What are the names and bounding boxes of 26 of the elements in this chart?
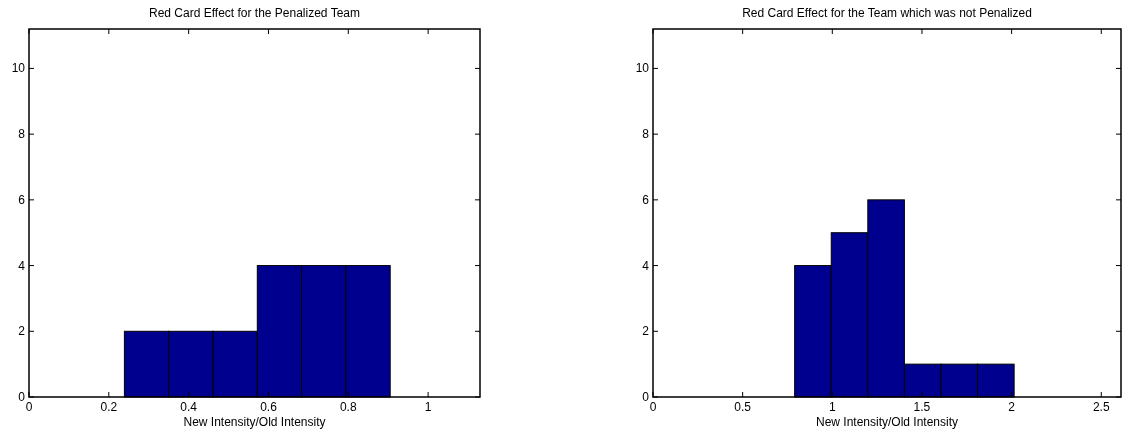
x-tick-label: 0.8 [339, 400, 357, 414]
y-tick-label: 6 [642, 192, 650, 207]
x-tick-label: 1 [424, 400, 432, 414]
y-tick-label: 4 [18, 258, 26, 273]
y-tick-label: 0 [642, 390, 650, 404]
y-tick-label: 10 [635, 61, 650, 76]
y-tick-label: 4 [642, 258, 650, 273]
x-tick-label: 0.4 [180, 400, 198, 414]
y-tick-label: 2 [642, 324, 650, 339]
x-tick-label: 1.5 [913, 400, 931, 414]
y-tick-label: 6 [18, 192, 26, 207]
y-tick-label: 2 [18, 324, 26, 339]
y-tick-label: 10 [11, 61, 26, 76]
x-tick-label: 0.2 [100, 400, 118, 414]
y-tick-label: 0 [18, 390, 26, 404]
x-tick-label: 0.5 [734, 400, 752, 414]
x-tick-label: 2 [1008, 400, 1016, 414]
x-tick-label: 0.6 [260, 400, 278, 414]
chart-title: Red Card Effect for the Penalized Team [148, 6, 361, 20]
x-axis-title: New Intensity/Old Intensity [815, 415, 959, 429]
y-tick-label: 8 [642, 127, 650, 142]
x-tick-label: 1 [828, 400, 836, 414]
x-tick-label: 2.5 [1092, 400, 1110, 414]
chart-title: Red Card Effect for the Team which was not Penalized [742, 6, 1032, 20]
x-axis-title: New Intensity/Old Intensity [183, 415, 326, 429]
y-tick-label: 8 [18, 127, 26, 142]
